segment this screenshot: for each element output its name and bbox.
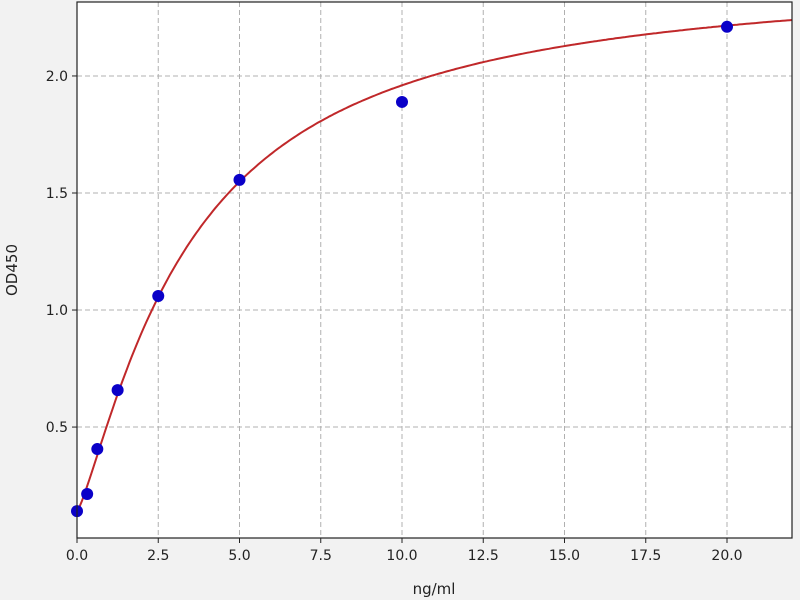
x-tick-label: 5.0 (228, 548, 250, 564)
y-axis-label: OD450 (3, 244, 21, 296)
data-point (233, 173, 246, 186)
data-points (71, 20, 733, 518)
plot-area (77, 2, 792, 538)
data-point (152, 289, 165, 302)
x-axis-label: ng/ml (413, 580, 456, 598)
x-tick-label: 2.5 (147, 548, 169, 564)
data-point (81, 487, 94, 500)
x-tick-label: 17.5 (630, 548, 661, 564)
x-tick-label: 12.5 (468, 548, 499, 564)
plot-frame (76, 1, 793, 539)
ticks: 0.0 2.5 5.0 7.5 10.0 12.5 15.0 17.5 20.0 0.5 1.0 1.… (46, 69, 743, 564)
x-tick-label: 0.0 (66, 548, 88, 564)
data-point (396, 95, 408, 108)
grid (76, 2, 792, 538)
y-tick-label: 2.0 (46, 69, 68, 85)
data-point (91, 443, 104, 456)
fit-curve (76, 19, 793, 512)
x-tick-label: 10.0 (386, 548, 417, 564)
x-tick-label: 7.5 (310, 548, 332, 564)
y-tick-label: 1.5 (46, 186, 68, 202)
data-point (721, 20, 733, 33)
y-tick-label: 1.0 (46, 303, 68, 319)
y-tick-label: 0.5 (46, 420, 68, 436)
data-point (111, 384, 124, 397)
x-tick-label: 15.0 (549, 548, 580, 564)
x-tick-label: 20.0 (711, 548, 742, 564)
